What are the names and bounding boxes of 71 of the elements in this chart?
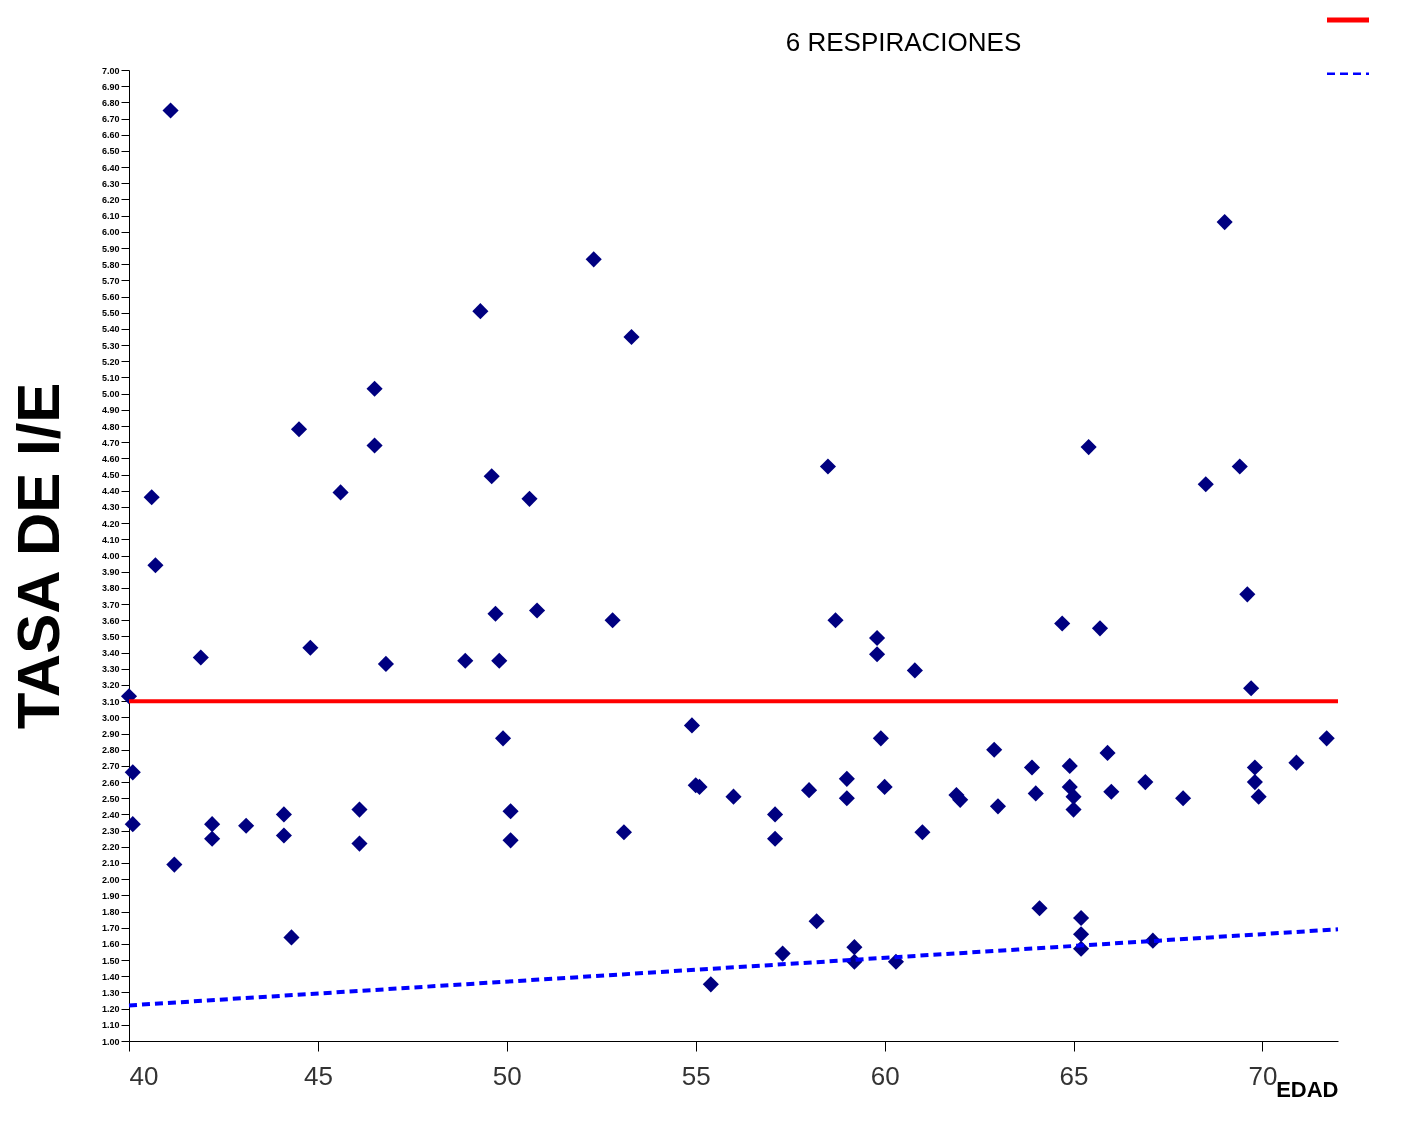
x-tick-label: 65: [1059, 1060, 1089, 1091]
y-tick-label: 5.10: [101, 372, 120, 383]
y-tick-label: 2.90: [101, 729, 120, 740]
y-tick-label: 1.20: [101, 1004, 120, 1015]
y-tick-label: 6.30: [101, 178, 120, 189]
y-tick-label: 1.50: [101, 955, 120, 966]
y-tick-label: 2.60: [101, 777, 120, 788]
y-tick-label: 4.60: [101, 453, 120, 464]
y-tick-label: 5.40: [101, 324, 120, 335]
y-tick-label: 2.70: [101, 761, 120, 772]
y-tick-label: 2.80: [101, 745, 120, 756]
x-tick-label: 60: [870, 1060, 900, 1091]
y-tick-label: 3.50: [101, 631, 120, 642]
y-tick-label: 4.80: [101, 421, 120, 432]
y-tick-label: 3.00: [101, 712, 120, 723]
y-tick-label: 1.00: [101, 1036, 120, 1047]
y-tick-label: 1.60: [101, 939, 120, 950]
y-tick-label: 7.00: [101, 65, 120, 76]
y-tick-label: 5.80: [101, 259, 120, 270]
y-tick-label: 2.10: [101, 858, 120, 869]
y-tick-label: 3.20: [101, 680, 120, 691]
y-tick-label: 3.70: [101, 599, 120, 610]
y-tick-label: 5.20: [101, 356, 120, 367]
y-tick-label: 1.90: [101, 890, 120, 901]
y-tick-label: 3.90: [101, 567, 120, 578]
y-tick-label: 2.30: [101, 826, 120, 837]
y-tick-label: 5.00: [101, 389, 120, 400]
y-tick-label: 6.00: [101, 227, 120, 238]
y-tick-label: 4.10: [101, 534, 120, 545]
y-tick-label: 6.20: [101, 194, 120, 205]
y-tick-label: 4.90: [101, 405, 120, 416]
y-tick-label: 2.00: [101, 874, 120, 885]
x-tick-label: 45: [303, 1060, 333, 1091]
y-tick-label: 5.30: [101, 340, 120, 351]
y-tick-label: 1.40: [101, 971, 120, 982]
y-tick-label: 4.50: [101, 470, 120, 481]
y-tick-label: 6.50: [101, 146, 120, 157]
x-tick-label: 70: [1248, 1060, 1278, 1091]
y-tick-label: 6.60: [101, 130, 120, 141]
y-tick-label: 4.70: [101, 437, 120, 448]
y-tick-label: 5.60: [101, 292, 120, 303]
x-axis-title: EDAD: [1276, 1076, 1339, 1102]
y-tick-label: 6.70: [101, 114, 120, 125]
y-tick-label: 3.10: [101, 696, 120, 707]
y-tick-label: 2.40: [101, 809, 120, 820]
y-tick-label: 4.30: [101, 502, 120, 513]
x-tick-label: 40: [129, 1060, 159, 1091]
y-tick-label: 6.10: [101, 211, 120, 222]
y-tick-label: 3.30: [101, 664, 120, 675]
x-tick-label: 50: [492, 1060, 522, 1091]
x-tick-label: 55: [681, 1060, 711, 1091]
y-tick-label: 4.00: [101, 551, 120, 561]
y-tick-label: 3.40: [101, 648, 120, 659]
chart-title: 6 RESPIRACIONES: [785, 27, 1022, 57]
y-tick-label: 2.20: [101, 842, 120, 853]
y-tick-label: 3.60: [101, 615, 120, 626]
y-tick-label: 4.40: [101, 486, 120, 497]
y-tick-label: 5.90: [101, 243, 120, 254]
y-tick-label: 1.30: [101, 987, 120, 998]
y-tick-label: 6.80: [101, 97, 120, 108]
y-tick-label: 5.50: [101, 308, 120, 319]
y-tick-label: 4.20: [101, 518, 120, 529]
y-tick-label: 5.70: [101, 275, 120, 286]
y-tick-label: 6.40: [101, 162, 120, 173]
y-axis-title: TASA DE I/E: [4, 382, 72, 730]
y-tick-label: 3.80: [101, 583, 120, 594]
y-tick-label: 1.80: [101, 907, 120, 918]
y-tick-label: 2.50: [101, 793, 120, 804]
y-tick-label: 1.10: [101, 1020, 120, 1031]
y-tick-label: 1.70: [101, 923, 120, 934]
y-tick-label: 6.90: [101, 81, 120, 92]
